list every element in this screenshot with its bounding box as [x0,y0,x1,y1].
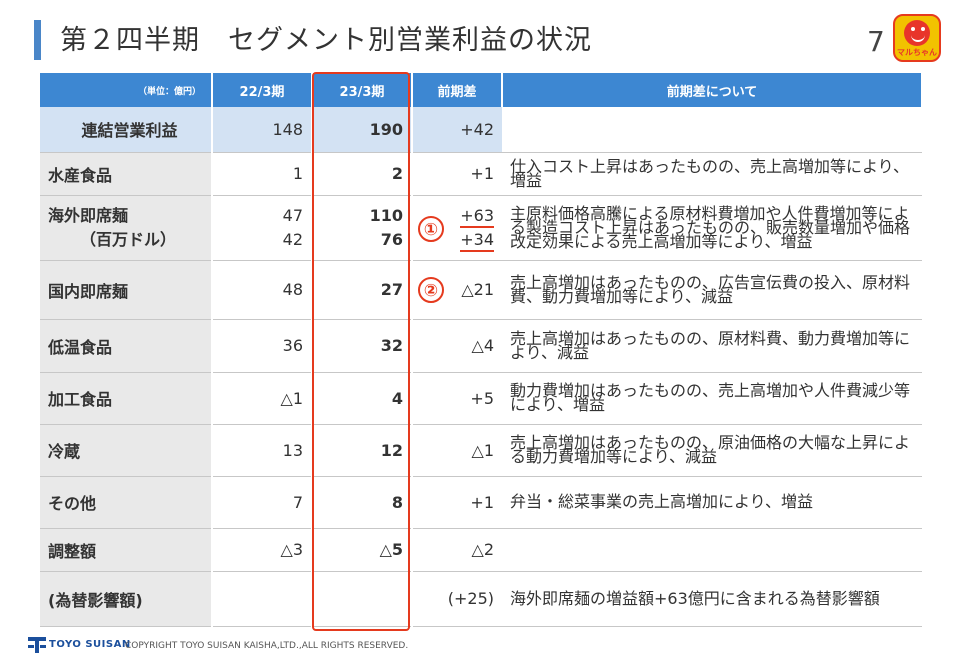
toyo-suisan-logo-icon [28,637,46,653]
marker-1: ① [418,216,444,242]
col-header-diff: 前期差 [412,73,503,107]
col-header-prev: 22/3期 [212,73,313,107]
logo-face-icon [904,20,930,46]
unit-label: （単位：億円） [40,73,213,107]
table-row: その他 7 8 +1 弁当・総菜事業の売上高増加により、増益 [40,476,922,529]
copyright-text: COPYRIGHT TOYO SUISAN KAISHA,LTD.,ALL RI… [125,641,409,651]
title-accent-bar [34,20,41,60]
segment-profit-table: （単位：億円） 22/3期 23/3期 前期差 前期差について 連結営業利益 1… [40,73,923,627]
col-header-cur: 23/3期 [312,73,413,107]
table-row-consolidated: 連結営業利益 148 190 +42 [40,107,922,153]
maruchan-logo: マルちゃん [893,14,941,62]
footer-brand: TOYO SUISAN [49,639,131,650]
marker-2: ② [418,277,444,303]
page-title: 第２四半期 セグメント別営業利益の状況 [60,25,592,56]
table-row: 水産食品 1 2 +1 仕入コスト上昇はあったものの、売上高増加等により、増益 [40,152,922,196]
table-row: 加工食品 △1 4 +5 動力費増加はあったものの、売上高増加や人件費減少等によ… [40,372,922,425]
table-header-row: （単位：億円） 22/3期 23/3期 前期差 前期差について [40,73,923,107]
table-row: 冷蔵 13 12 △1 売上高増加はあったものの、原油価格の大幅な上昇による動力… [40,424,922,477]
logo-text: マルちゃん [897,48,937,57]
col-header-note: 前期差について [502,73,923,107]
page-number: 7 [867,25,885,58]
table-row-fx-impact: (為替影響額) (+25) 海外即席麺の増益額+63億円に含まれる為替影響額 [40,571,922,627]
table-row-overseas-noodles: 海外即席麺 （百万ドル） 47 42 110 76 +63 +34 主原料価格高… [40,195,922,261]
table-row: 調整額 △3 △5 △2 [40,528,922,572]
table-row: 低温食品 36 32 △4 売上高増加はあったものの、原材料費、動力費増加等によ… [40,319,922,373]
table-row: 国内即席麺 48 27 △21 売上高増加はあったものの、広告宣伝費の投入、原材… [40,260,922,320]
